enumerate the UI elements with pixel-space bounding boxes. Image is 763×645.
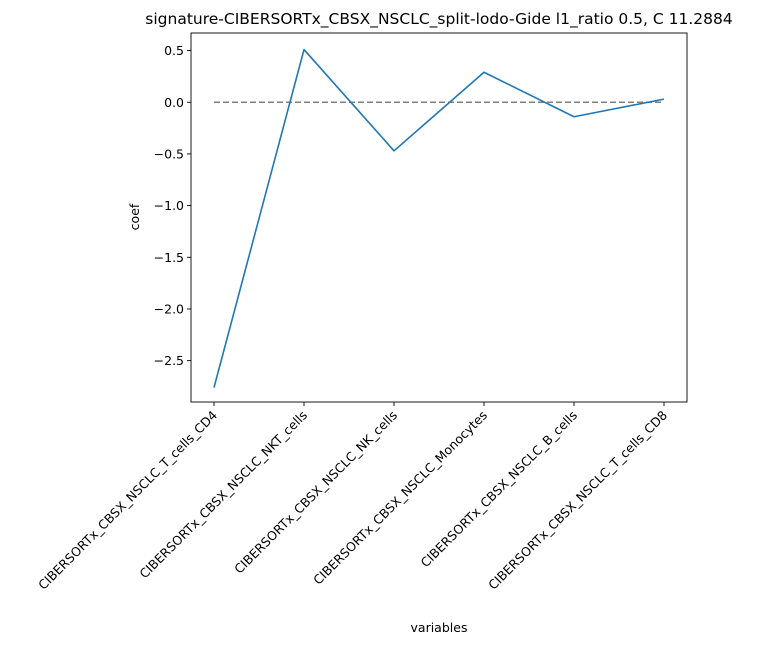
plot-area: 0.5 0.0 −0.5 −1.0 −1.5 −2.0 −2.5 CIBERSORTx_CBS… <box>35 32 688 593</box>
y-axis-label: coef <box>127 203 142 230</box>
chart-title: signature-CIBERSORTx_CBSX_NSCLC_split-lo… <box>145 10 732 29</box>
x-tick-label: CIBERSORTx_CBSX_NSCLC_T_cells_CD8 <box>485 407 670 592</box>
series-line-0 <box>213 48 665 388</box>
x-tick-label: CIBERSORTx_CBSX_NSCLC_Monocytes <box>310 408 490 588</box>
y-tick-label: −1.5 <box>154 250 184 265</box>
y-tick-label: −1.0 <box>154 198 184 213</box>
x-tick-label: CIBERSORTx_CBSX_NSCLC_NKT_cells <box>136 408 310 582</box>
y-tick-label: 0.0 <box>164 95 184 110</box>
x-tick-label: CIBERSORTx_CBSX_NSCLC_NK_cells <box>231 408 400 577</box>
y-tick-label: −2.5 <box>154 353 184 368</box>
x-tick-label: CIBERSORTx_CBSX_NSCLC_B_cells <box>417 408 580 571</box>
y-tick-label: −2.0 <box>154 301 184 316</box>
x-tick-label: CIBERSORTx_CBSX_NSCLC_T_cells_CD4 <box>35 407 220 592</box>
y-tick-label: 0.5 <box>164 43 184 58</box>
axes-frame <box>190 32 688 403</box>
y-tick-label: −0.5 <box>154 146 184 161</box>
x-axis-label: variables <box>411 620 468 635</box>
